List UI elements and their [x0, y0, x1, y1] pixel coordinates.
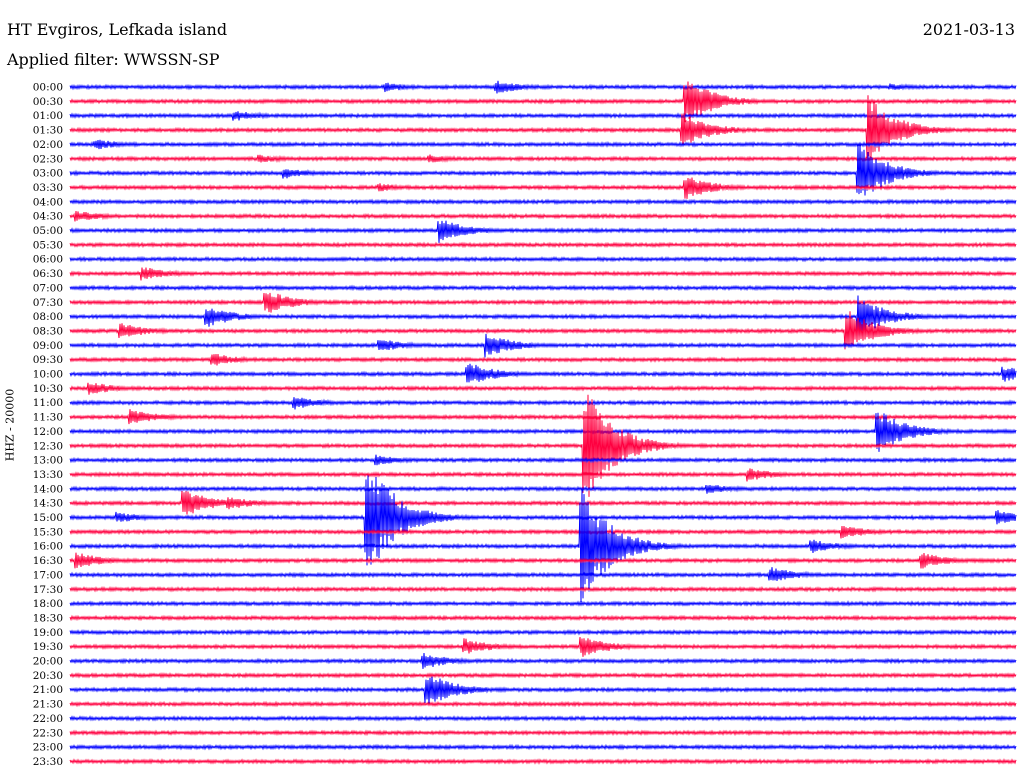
trace-line	[69, 676, 1017, 705]
row-time-label: 16:00	[33, 541, 63, 553]
trace-line	[69, 567, 1017, 582]
trace-line	[69, 412, 1017, 452]
row-time-label: 03:00	[33, 168, 63, 180]
trace-line	[69, 363, 1017, 383]
row-time-label: 04:00	[33, 196, 63, 208]
row-time-label: 03:30	[33, 182, 63, 194]
row-time-label: 21:00	[33, 684, 63, 696]
row-time-label: 14:30	[33, 498, 63, 510]
trace-line	[69, 729, 1017, 737]
row-time-label: 05:00	[33, 225, 63, 237]
row-time-label: 00:30	[33, 96, 63, 108]
trace-line	[69, 628, 1017, 636]
trace-line	[69, 397, 1017, 410]
trace-line	[69, 525, 1017, 539]
trace-line	[69, 475, 1017, 566]
trace-line	[69, 177, 1017, 199]
row-time-label: 23:30	[33, 756, 63, 768]
trace-line	[69, 489, 1017, 603]
trace-line	[69, 255, 1017, 263]
row-time-label: 10:00	[33, 369, 63, 381]
trace-line	[69, 600, 1017, 608]
trace-line	[69, 614, 1017, 622]
row-time-label: 09:30	[33, 354, 63, 366]
trace-line	[69, 454, 1017, 466]
row-time-label: 20:30	[33, 670, 63, 682]
row-time-label: 20:00	[33, 656, 63, 668]
row-time-label: 12:00	[33, 426, 63, 438]
trace-line	[69, 382, 1017, 395]
trace-line	[69, 468, 1017, 482]
row-time-label: 11:30	[33, 412, 63, 424]
trace-line	[69, 636, 1017, 657]
trace-line	[69, 743, 1017, 751]
trace-line	[69, 333, 1017, 358]
row-time-label: 07:00	[33, 282, 63, 294]
row-time-label: 23:00	[33, 742, 63, 754]
trace-line	[69, 139, 1017, 150]
trace-line	[69, 311, 1017, 350]
station-title: HT Evgiros, Lefkada island	[7, 20, 228, 39]
row-time-label: 00:00	[33, 82, 63, 94]
row-time-label: 13:00	[33, 455, 63, 467]
row-time-label: 10:30	[33, 383, 63, 395]
row-time-label: 01:00	[33, 110, 63, 122]
row-time-label: 18:30	[33, 612, 63, 624]
record-date: 2021-03-13	[922, 20, 1015, 39]
filter-label: Applied filter: WWSSN-SP	[7, 50, 220, 69]
row-time-label: 05:30	[33, 239, 63, 251]
trace-line	[69, 241, 1017, 249]
row-time-label: 09:00	[33, 340, 63, 352]
trace-line	[69, 672, 1017, 679]
row-time-label: 04:30	[33, 211, 63, 223]
row-time-label: 02:00	[33, 139, 63, 151]
row-time-label: 02:30	[33, 153, 63, 165]
trace-line	[69, 198, 1017, 206]
trace-line	[69, 95, 1017, 159]
row-time-label: 08:30	[33, 325, 63, 337]
row-time-label: 12:30	[33, 440, 63, 452]
trace-line	[69, 394, 1017, 497]
trace-line	[69, 354, 1017, 366]
trace-line	[69, 142, 1017, 196]
row-time-label: 06:00	[33, 254, 63, 266]
trace-line	[69, 154, 1017, 163]
trace-line	[69, 267, 1017, 281]
trace-line	[69, 80, 1017, 94]
row-time-label: 22:00	[33, 713, 63, 725]
row-time-label: 08:00	[33, 311, 63, 323]
trace-line	[69, 714, 1017, 722]
row-time-label: 22:30	[33, 727, 63, 739]
trace-line	[69, 490, 1017, 515]
trace-line	[69, 111, 1017, 121]
trace-line	[69, 409, 1017, 425]
row-time-label: 17:30	[33, 584, 63, 596]
trace-line	[69, 484, 1017, 494]
row-time-label: 19:00	[33, 627, 63, 639]
trace-line	[69, 284, 1017, 292]
row-time-label: 19:30	[33, 641, 63, 653]
trace-line	[69, 652, 1017, 669]
trace-line	[69, 585, 1017, 593]
row-time-label: 18:00	[33, 598, 63, 610]
trace-line	[69, 552, 1017, 569]
trace-line	[69, 81, 1017, 123]
row-time-label: 15:00	[33, 512, 63, 524]
trace-line	[69, 758, 1017, 765]
row-time-label: 01:30	[33, 125, 63, 137]
trace-line	[69, 700, 1017, 708]
trace-line	[69, 220, 1017, 243]
row-time-label: 07:30	[33, 297, 63, 309]
row-time-label: 11:00	[33, 397, 63, 409]
row-time-label: 16:30	[33, 555, 63, 567]
trace-line	[69, 210, 1017, 222]
trace-line	[69, 295, 1017, 337]
row-time-label: 13:30	[33, 469, 63, 481]
row-time-label: 17:00	[33, 569, 63, 581]
row-time-label: 15:30	[33, 526, 63, 538]
row-time-label: 14:00	[33, 483, 63, 495]
row-time-label: 21:30	[33, 699, 63, 711]
row-time-label: 06:30	[33, 268, 63, 280]
